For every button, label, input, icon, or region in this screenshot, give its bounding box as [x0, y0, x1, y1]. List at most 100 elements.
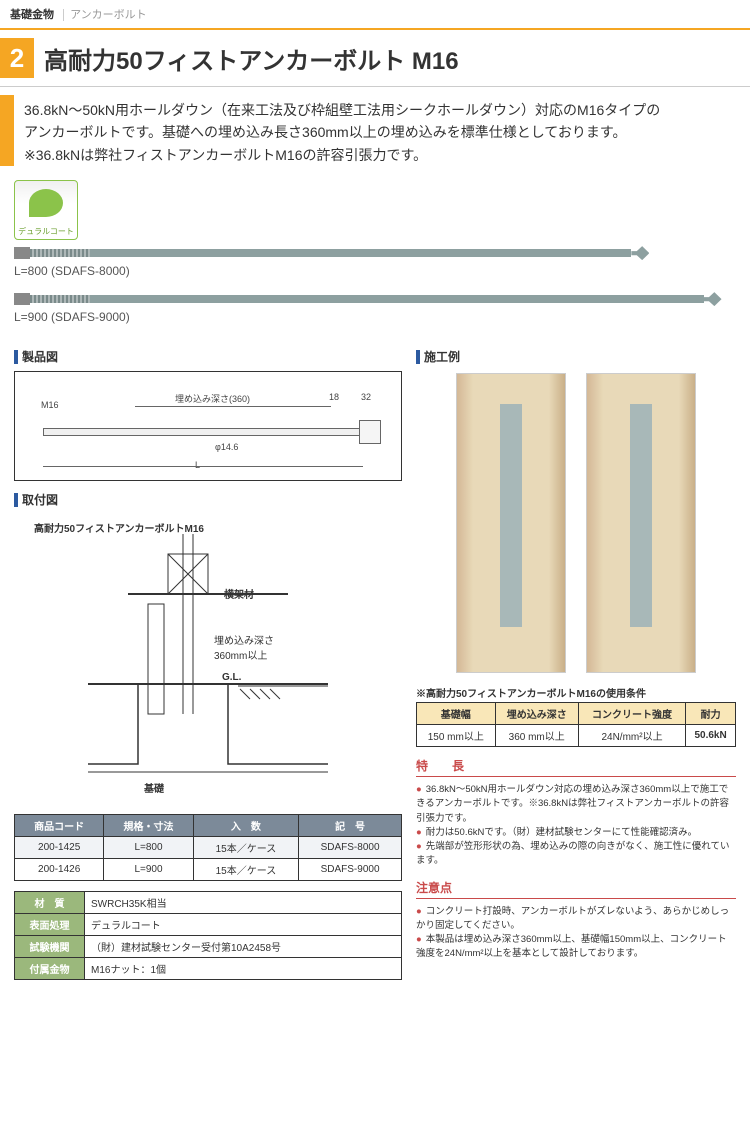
eco-badge: デュラルコート [14, 180, 78, 240]
td: デュラルコート [85, 914, 402, 936]
section-bar-icon [14, 493, 18, 507]
install-label: 基礎 [144, 780, 164, 795]
section-header-example: 施工例 [416, 348, 736, 365]
install-label: 埋め込み深さ 360mm以上 [214, 632, 274, 662]
table-row: 200-1425 L=800 15本／ケース SDAFS-8000 [15, 837, 402, 859]
th: 記 号 [299, 815, 402, 837]
photo-bolt [500, 404, 522, 628]
td: 200-1426 [15, 859, 104, 881]
desc-line: 36.8kN～50kN用ホールダウン（在来工法及び枠組壁工法用シークホールダウン… [24, 99, 660, 121]
example-photo [586, 373, 696, 673]
table-row: 付属金物M16ナット：1個 [15, 958, 402, 980]
draw-label: φ14.6 [215, 442, 238, 452]
section-header-drawing: 製品図 [14, 348, 402, 365]
table-row: 表面処理デュラルコート [15, 914, 402, 936]
td: 200-1425 [15, 837, 104, 859]
category-header: 基礎金物 アンカーボルト [0, 0, 750, 28]
description-block: 36.8kN～50kN用ホールダウン（在来工法及び枠組壁工法用シークホールダウン… [0, 95, 750, 166]
section-bar-icon [416, 350, 420, 364]
dim-line [43, 466, 363, 467]
bolt-label: L=900 (SDAFS-9000) [14, 310, 736, 324]
draw-head [359, 420, 381, 444]
section-bar-icon [14, 350, 18, 364]
th: 規格・寸法 [104, 815, 193, 837]
draw-label: 埋め込み深さ(360) [175, 392, 250, 405]
bolt-illustration [14, 292, 722, 306]
draw-shaft [43, 428, 363, 436]
section-title: 製品図 [22, 348, 58, 365]
title-row: 2 高耐力50フィストアンカーボルト M16 [0, 28, 750, 87]
features-list: 36.8kN～50kN用ホールダウン対応の埋め込み深さ360mm以上で施工できる… [416, 783, 736, 869]
th: 基礎幅 [417, 703, 496, 725]
bolt-shaft [90, 295, 704, 303]
td: 360 mm以上 [495, 725, 578, 747]
photo-bolt [630, 404, 652, 628]
table-row: 試験機関（財）建材試験センター受付第10A2458号 [15, 936, 402, 958]
draw-label: 32 [361, 392, 371, 402]
table-header-row: 基礎幅 埋め込み深さ コンクリート強度 耐力 [417, 703, 736, 725]
th: コンクリート強度 [578, 703, 685, 725]
draw-label: L [195, 460, 200, 470]
example-photos [416, 373, 736, 673]
install-label: 横架材 [224, 586, 254, 601]
td: 150 mm以上 [417, 725, 496, 747]
th: 埋め込み深さ [495, 703, 578, 725]
draw-label: 18 [329, 392, 339, 402]
section-header-install: 取付図 [14, 491, 402, 508]
th: 入 数 [193, 815, 298, 837]
td: 15本／ケース [193, 837, 298, 859]
td: L=900 [104, 859, 193, 881]
product-table: 商品コード 規格・寸法 入 数 記 号 200-1425 L=800 15本／ケ… [14, 814, 402, 881]
dim-line [135, 406, 331, 407]
desc-line: アンカーボルトです。基礎への埋め込み長さ360mm以上の埋め込みを標準仕様として… [24, 121, 660, 143]
bolt-label: L=800 (SDAFS-8000) [14, 264, 736, 278]
td: SDAFS-9000 [299, 859, 402, 881]
td: SDAFS-8000 [299, 837, 402, 859]
feature-item: 耐力は50.6kNです。（財）建材試験センターにて性能確認済み。 [416, 826, 736, 840]
table-header-row: 商品コード 規格・寸法 入 数 記 号 [15, 815, 402, 837]
td: （財）建材試験センター受付第10A2458号 [85, 936, 402, 958]
draw-label: M16 [41, 400, 59, 410]
caution-item: コンクリート打設時、アンカーボルトがズレないよう、あらかじめしっかり固定してくだ… [416, 905, 736, 934]
bolt-illustrations: L=800 (SDAFS-8000) L=900 (SDAFS-9000) [14, 246, 736, 324]
install-svg [14, 514, 402, 814]
th: 表面処理 [15, 914, 85, 936]
usage-table: 基礎幅 埋め込み深さ コンクリート強度 耐力 150 mm以上 360 mm以上… [416, 702, 736, 747]
th: 商品コード [15, 815, 104, 837]
table-row: 200-1426 L=900 15本／ケース SDAFS-9000 [15, 859, 402, 881]
table-row: 150 mm以上 360 mm以上 24N/mm²以上 50.6kN [417, 725, 736, 747]
caution-list: コンクリート打設時、アンカーボルトがズレないよう、あらかじめしっかり固定してくだ… [416, 905, 736, 962]
install-label: G.L. [222, 672, 241, 683]
td: SWRCH35K相当 [85, 892, 402, 914]
td: 24N/mm²以上 [578, 725, 685, 747]
td: M16ナット：1個 [85, 958, 402, 980]
bolt-shaft [90, 249, 631, 257]
td: 50.6kN [686, 725, 736, 747]
category-main: 基礎金物 [10, 9, 54, 21]
bolt-thread [30, 295, 90, 303]
th: 耐力 [686, 703, 736, 725]
caution-item: 本製品は埋め込み深さ360mm以上、基礎幅150mm以上、コンクリート強度を24… [416, 933, 736, 962]
td: L=800 [104, 837, 193, 859]
table-row: 材 質SWRCH35K相当 [15, 892, 402, 914]
td: 15本／ケース [193, 859, 298, 881]
bolt-head [704, 292, 722, 306]
description-text: 36.8kN～50kN用ホールダウン（在来工法及び枠組壁工法用シークホールダウン… [24, 95, 660, 166]
usage-note: ※高耐力50フィストアンカーボルトM16の使用条件 [416, 685, 736, 700]
caution-header: 注意点 [416, 879, 736, 899]
install-label: 高耐力50フィストアンカーボルトM16 [34, 520, 204, 535]
bolt-nut [14, 247, 30, 259]
install-drawing: 高耐力50フィストアンカーボルトM16 横架材 埋め込み深さ 360mm以上 G… [14, 514, 402, 814]
th: 試験機関 [15, 936, 85, 958]
bolt-nut [14, 293, 30, 305]
th: 付属金物 [15, 958, 85, 980]
desc-line: ※36.8kNは弊社フィストアンカーボルトM16の許容引張力です。 [24, 144, 660, 166]
bolt-illustration [14, 246, 649, 260]
leaf-icon [29, 189, 63, 217]
accent-bar [0, 95, 14, 166]
example-photo [456, 373, 566, 673]
title-text: 高耐力50フィストアンカーボルト M16 [44, 41, 459, 76]
bolt-thread [30, 249, 90, 257]
feature-item: 36.8kN～50kN用ホールダウン対応の埋め込み深さ360mm以上で施工できる… [416, 783, 736, 826]
th: 材 質 [15, 892, 85, 914]
